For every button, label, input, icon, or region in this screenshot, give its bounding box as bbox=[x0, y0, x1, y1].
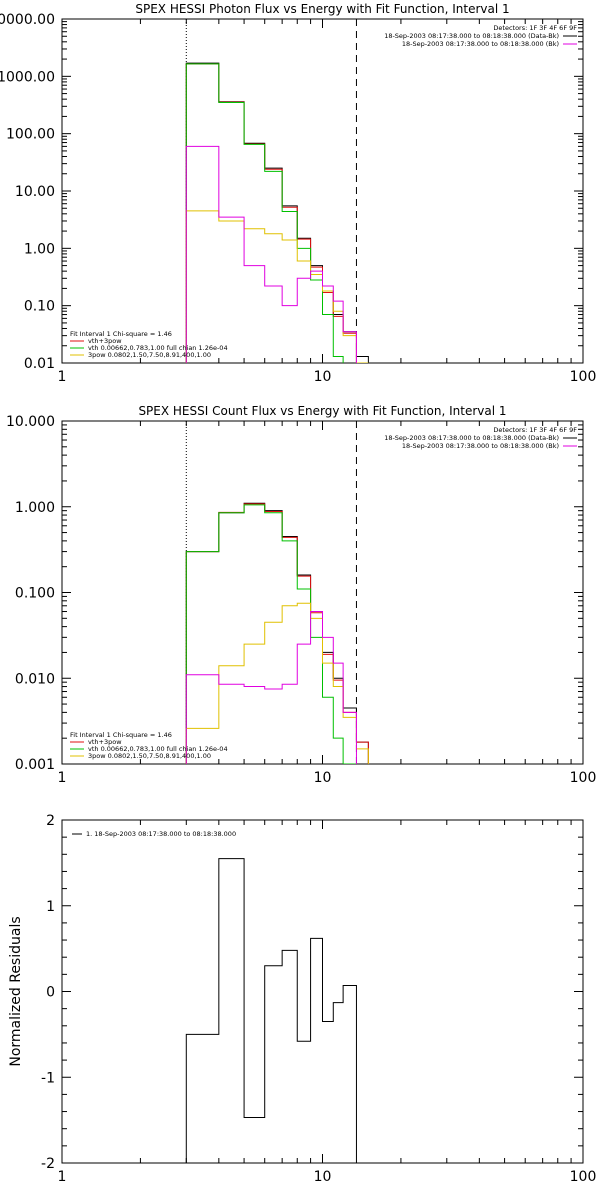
legend-label: 3pow 0.0802,1.50,7.50,8.91,400,1.00 bbox=[88, 351, 211, 359]
count-flux-chart: SPEX HESSI Count Flux vs Energy with Fit… bbox=[6, 404, 597, 786]
x-tick-label: 10 bbox=[314, 369, 332, 385]
y-tick-label: 10.00 bbox=[15, 184, 55, 200]
legend-label: 1. 18-Sep-2003 08:17:38.000 to 08:18:38.… bbox=[86, 830, 236, 838]
y-tick-label: 0.010 bbox=[15, 671, 55, 687]
x-tick-label: 100 bbox=[570, 369, 597, 385]
legend-label: Detectors: 1F 3F 4F 6F 9F bbox=[493, 426, 577, 434]
series-vth-3pow bbox=[185, 503, 369, 764]
legend-label: Fit Interval 1 Chi-square = 1.46 bbox=[70, 330, 172, 338]
series-bk bbox=[185, 611, 357, 764]
legend-label: 3pow 0.0802,1.50,7.50,8.91,400,1.00 bbox=[88, 752, 211, 760]
legend-label: 18-Sep-2003 08:17:38.000 to 08:18:38.000… bbox=[402, 442, 559, 450]
y-axis-label: Normalized Residuals bbox=[8, 916, 24, 1066]
legend-label: 18-Sep-2003 08:17:38.000 to 08:18:38.000… bbox=[384, 32, 559, 40]
residuals-chart: 1 10 100 -2 -1 0 1 2 Normalized Residuals 1. 18-S… bbox=[8, 813, 596, 1185]
series-vth-3pow bbox=[185, 63, 357, 363]
y-tick-label: 10000.00 bbox=[0, 12, 55, 28]
x-tick-label: 1 bbox=[58, 770, 67, 786]
series-group bbox=[185, 858, 357, 1163]
y-tick-label: 1000.00 bbox=[0, 69, 55, 85]
x-tick-label: 10 bbox=[314, 1169, 332, 1185]
x-tick-label: 100 bbox=[570, 1169, 597, 1185]
legend-label: Fit Interval 1 Chi-square = 1.46 bbox=[70, 731, 172, 739]
y-tick-label: 2 bbox=[46, 813, 55, 829]
series-vth bbox=[185, 63, 357, 363]
y-tick-label: 0.01 bbox=[24, 356, 55, 372]
x-axis: 1 10 100 bbox=[58, 820, 597, 1185]
x-axis: 1 10 100 bbox=[58, 19, 597, 385]
legend-label: Detectors: 1F 3F 4F 6F 9F bbox=[493, 24, 577, 32]
y-tick-label: 100.00 bbox=[6, 127, 55, 143]
y-axis: 0.01 0.10 1.00 10.00 100.00 1000.00 10000.00 bbox=[0, 12, 583, 372]
legend-label: vth+3pow bbox=[88, 337, 122, 345]
y-tick-label: 0.10 bbox=[24, 299, 55, 315]
y-axis: -2 -1 0 1 2 bbox=[41, 813, 583, 1172]
y-tick-label: 0 bbox=[46, 985, 55, 1001]
y-tick-label: -2 bbox=[41, 1156, 55, 1172]
photon-flux-chart: SPEX HESSI Photon Flux vs Energy with Fi… bbox=[0, 2, 596, 385]
y-axis: 0.001 0.010 0.100 1.000 10.000 bbox=[6, 414, 583, 773]
plot-frame bbox=[61, 420, 584, 765]
legend-label: vth 0.00662,0.783,1.00 full chian 1.26e-… bbox=[88, 745, 228, 753]
series-group bbox=[185, 62, 369, 363]
y-tick-label: 0.100 bbox=[15, 586, 55, 602]
legend-label: vth 0.00662,0.783,1.00 full chian 1.26e-… bbox=[88, 344, 228, 352]
series-bk bbox=[185, 145, 357, 363]
x-tick-label: 1 bbox=[58, 1169, 67, 1185]
legend-label: 18-Sep-2003 08:17:38.000 to 08:18:38.000… bbox=[384, 434, 559, 442]
chart-title: SPEX HESSI Photon Flux vs Energy with Fi… bbox=[135, 2, 509, 16]
legend-label: vth+3pow bbox=[88, 738, 122, 746]
legend-bottom-left: Fit Interval 1 Chi-square = 1.46vth+3pow… bbox=[70, 330, 228, 359]
legend-label: 18-Sep-2003 08:17:38.000 to 08:18:38.000… bbox=[402, 40, 559, 48]
series-residuals bbox=[185, 858, 357, 1163]
y-tick-label: 1 bbox=[46, 899, 55, 915]
series-data-bk bbox=[185, 62, 369, 363]
series-vth bbox=[185, 504, 369, 764]
y-tick-label: -1 bbox=[41, 1070, 55, 1086]
legend-top-left: 1. 18-Sep-2003 08:17:38.000 to 08:18:38.… bbox=[72, 830, 236, 838]
legend-bottom-left: Fit Interval 1 Chi-square = 1.46vth+3pow… bbox=[70, 731, 228, 760]
x-tick-label: 1 bbox=[58, 369, 67, 385]
x-tick-label: 10 bbox=[314, 770, 332, 786]
y-tick-label: 1.000 bbox=[15, 500, 55, 516]
series-3pow bbox=[185, 602, 369, 764]
x-tick-label: 100 bbox=[570, 770, 597, 786]
y-tick-label: 1.00 bbox=[24, 241, 55, 257]
series-group bbox=[185, 502, 369, 764]
x-axis: 1 10 100 bbox=[58, 421, 597, 786]
series-data-bk bbox=[185, 502, 369, 764]
series-3pow bbox=[185, 210, 369, 363]
chart-title: SPEX HESSI Count Flux vs Energy with Fit… bbox=[138, 404, 506, 418]
y-tick-label: 0.001 bbox=[15, 757, 55, 773]
y-tick-label: 10.000 bbox=[6, 414, 55, 430]
